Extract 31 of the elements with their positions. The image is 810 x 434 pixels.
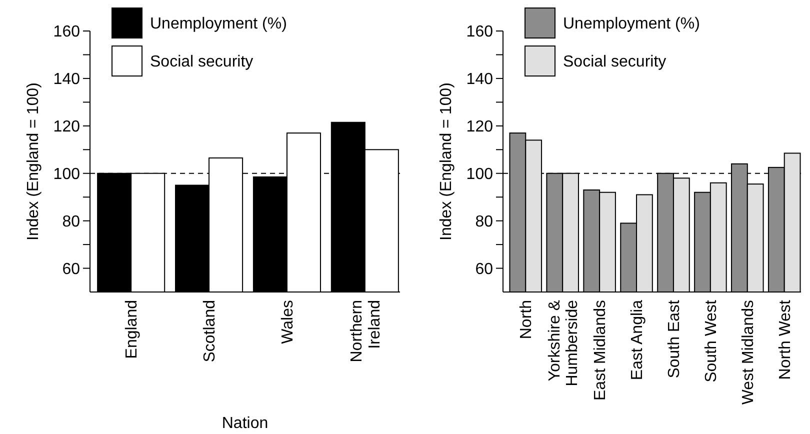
x-tick-label: South East [666,299,684,378]
x-tick-label: Wales [280,300,297,344]
x-axis-title: Nation [222,415,268,432]
y-tick-label: 60 [62,260,80,278]
y-axis-title: Index (England = 100) [25,82,42,240]
y-tick-label: 160 [53,24,80,41]
legend-label: Unemployment (%) [150,16,287,33]
x-tick-label: Yorkshire & Humberside [546,300,581,386]
x-tick-label: North West [776,299,794,380]
y-axis-title: Index (England = 100) [438,82,455,240]
y-tick-label: 120 [466,118,494,136]
legend-label: Social security [150,54,254,71]
y-tick-label: 140 [466,71,494,88]
x-tick-label: West Midlands [740,300,758,405]
y-tick-label: 60 [475,260,494,278]
x-tick-label: East Anglia [629,300,646,380]
y-tick-label: 120 [53,118,80,136]
x-tick-label: England [124,300,141,359]
x-tick-label: North [518,300,536,340]
y-tick-label: 140 [53,71,80,88]
x-tick-label: East Midlands [592,300,610,400]
y-tick-label: 100 [466,166,494,183]
x-tick-label: Northern Ireland [348,300,384,362]
legend-label: Social security [563,54,666,71]
y-tick-label: 160 [466,24,494,41]
y-tick-label: 80 [62,213,80,230]
legend-label: Unemployment (%) [563,16,700,33]
y-tick-label: 100 [53,166,80,183]
y-tick-label: 80 [475,213,494,230]
x-tick-label: South West [703,299,720,382]
x-tick-label: Scotland [202,300,219,362]
